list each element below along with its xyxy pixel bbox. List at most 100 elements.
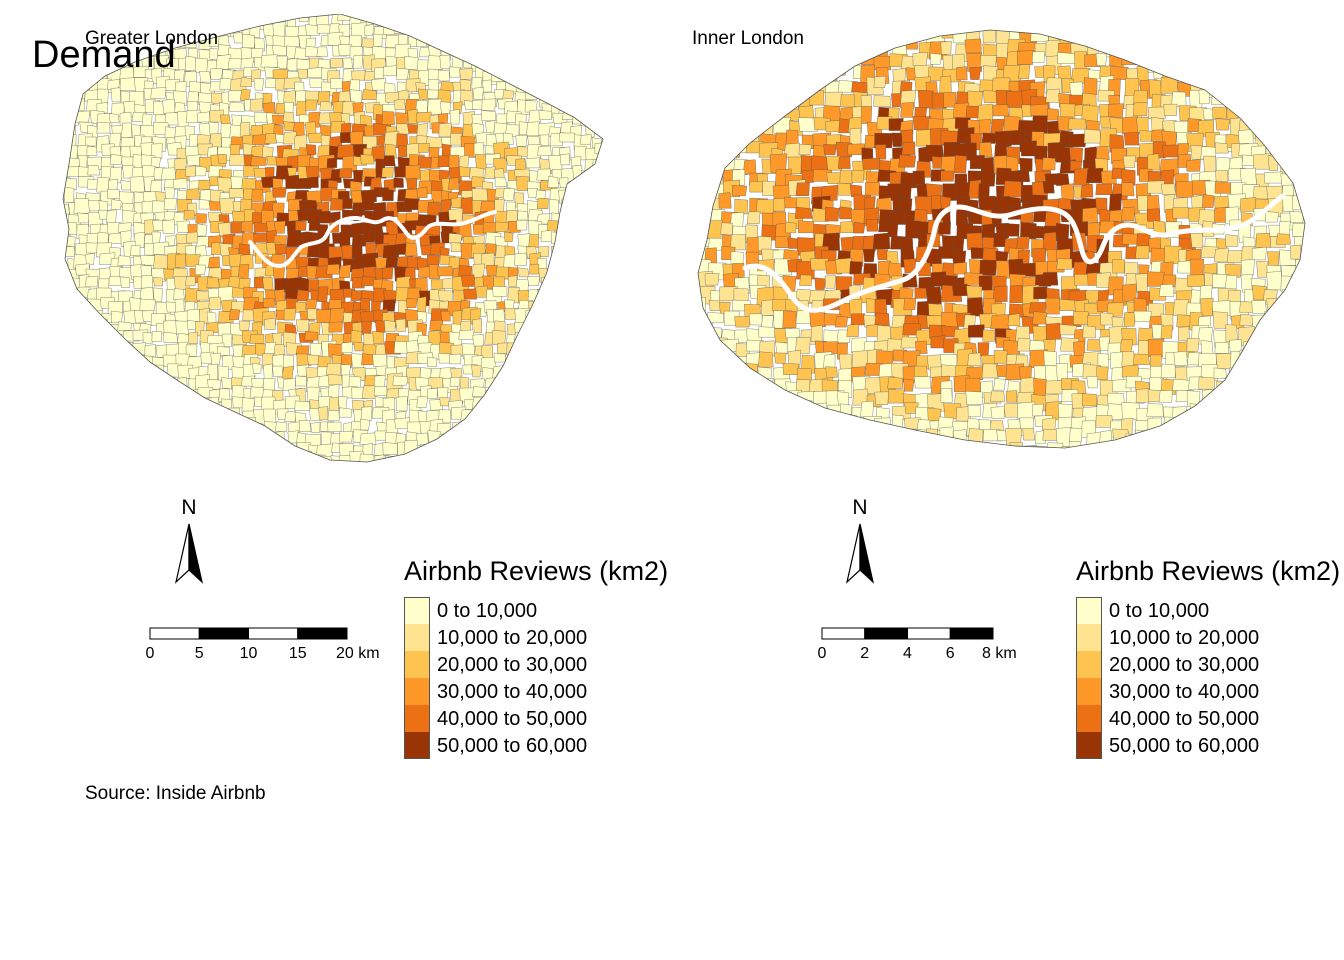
- map-area: [529, 37, 545, 50]
- map-area: [153, 287, 163, 302]
- map-area: [305, 165, 320, 178]
- map-area: [481, 98, 497, 111]
- map-area: [253, 222, 269, 233]
- map-area: [595, 90, 603, 102]
- map-area: [1032, 403, 1044, 417]
- legend-label: 40,000 to 50,000: [437, 707, 588, 730]
- map-area: [698, 403, 709, 421]
- map-area: [1225, 234, 1239, 247]
- map-area: [404, 198, 421, 210]
- map-area: [74, 363, 87, 375]
- map-area: [591, 379, 602, 393]
- map-area: [1146, 403, 1164, 417]
- map-area: [229, 144, 241, 156]
- map-area: [452, 454, 465, 462]
- map-area: [121, 122, 132, 138]
- map-area: [232, 441, 245, 456]
- map-area: [559, 308, 575, 324]
- map-area: [330, 78, 344, 89]
- map-area: [459, 387, 475, 402]
- map-area: [405, 164, 421, 180]
- map-area: [362, 231, 376, 243]
- map-area: [524, 354, 538, 365]
- map-area: [156, 385, 171, 397]
- map-area: [221, 333, 233, 347]
- map-area: [527, 57, 542, 69]
- legend-inner-london: Airbnb Reviews (km2) 0 to 10,000 10,000 t…: [1076, 558, 1340, 759]
- map-area: [912, 170, 926, 185]
- map-area: [418, 143, 430, 153]
- map-area: [140, 254, 156, 266]
- map-area: [540, 14, 556, 26]
- map-area: [733, 288, 749, 303]
- map-area: [220, 432, 231, 445]
- map-area: [328, 397, 339, 411]
- map-area: [1307, 52, 1315, 70]
- map-area: [915, 129, 933, 147]
- map-area: [1266, 323, 1284, 341]
- map-area: [1278, 429, 1293, 446]
- map-area: [122, 363, 138, 378]
- map-area: [1120, 339, 1133, 353]
- map-area: [782, 363, 800, 375]
- map-area: [874, 133, 893, 149]
- map-area: [572, 276, 585, 287]
- map-area: [593, 246, 603, 257]
- map-area: [718, 192, 732, 209]
- map-area: [254, 276, 264, 289]
- map-area: [121, 14, 137, 27]
- map-area: [395, 396, 408, 412]
- map-area: [231, 114, 242, 127]
- map-area: [827, 404, 842, 422]
- map-area: [851, 30, 864, 47]
- map-area: [1031, 51, 1045, 63]
- map-area: [263, 363, 273, 381]
- map-area: [228, 90, 244, 102]
- map-area: [602, 357, 603, 367]
- map-area: [550, 439, 564, 454]
- map-area: [265, 431, 276, 447]
- map-area: [1276, 416, 1291, 435]
- map-area: [131, 438, 147, 455]
- map-area: [340, 132, 351, 143]
- map-area: [744, 363, 759, 380]
- map-area: [385, 143, 397, 159]
- map-area: [63, 289, 64, 304]
- map-area: [585, 37, 601, 49]
- map-area: [67, 400, 80, 413]
- map-area: [143, 406, 158, 423]
- map-area: [581, 246, 595, 262]
- map-area: [1018, 262, 1038, 277]
- scale-segment: [248, 627, 299, 640]
- map-area: [602, 444, 603, 457]
- map-area: [275, 454, 287, 462]
- map-area: [1266, 380, 1283, 399]
- map-area: [475, 14, 487, 29]
- map-area: [595, 56, 603, 71]
- map-area: [162, 433, 179, 444]
- map-area: [708, 101, 723, 121]
- map-area: [774, 258, 792, 276]
- map-area: [506, 45, 518, 61]
- map-area: [120, 180, 132, 191]
- map-area: [89, 363, 99, 380]
- map-area: [979, 142, 993, 158]
- map-area: [1151, 324, 1164, 339]
- map-area: [150, 180, 163, 194]
- map-area: [606, 22, 615, 34]
- map-area: [188, 331, 198, 344]
- map-area: [162, 219, 175, 234]
- map-area: [718, 403, 736, 423]
- map-area: [606, 254, 615, 267]
- map-area: [63, 419, 69, 435]
- map-area: [132, 342, 146, 357]
- map-area: [760, 419, 774, 435]
- map-area: [1238, 402, 1257, 417]
- map-area: [523, 430, 541, 443]
- map-area: [1214, 342, 1229, 354]
- map-area: [1046, 442, 1064, 448]
- legend-label: 0 to 10,000: [1109, 599, 1210, 622]
- map-area: [74, 333, 87, 347]
- map-area: [593, 433, 603, 446]
- map-area: [538, 110, 552, 120]
